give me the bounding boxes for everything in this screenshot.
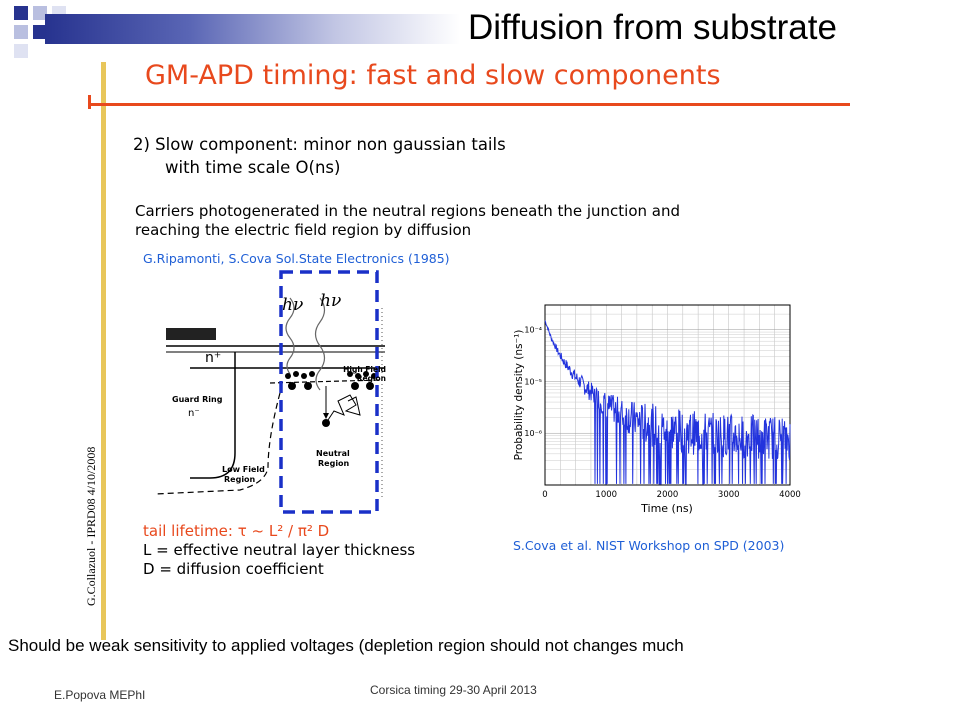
y-tick-label: 10⁻⁵ (524, 377, 542, 386)
decor-square (33, 25, 47, 39)
neutral-region-label: Region (318, 459, 350, 468)
description-line-1: Carriers photogenerated in the neutral r… (135, 202, 681, 220)
decay-series-line (544, 320, 791, 485)
x-tick-label: 3000 (718, 490, 740, 500)
point-line-2: with time scale O(ns) (165, 158, 341, 177)
footer-author: E.Popova MEPhI (54, 688, 146, 702)
decor-square (14, 6, 28, 20)
x-tick-label: 4000 (779, 490, 801, 500)
photon-label-2: hν (320, 291, 341, 311)
formula-line-2: L = effective neutral layer thickness (143, 541, 416, 559)
page-title: Diffusion from substrate (468, 8, 837, 47)
n-minus-label: n⁻ (188, 408, 200, 419)
plot-frame (544, 304, 791, 486)
device-cross-section-diagram: hν hν n⁺ High Field Region Guard Ring n⁻… (154, 270, 386, 514)
decor-square (33, 6, 47, 20)
formula-line-3: D = diffusion coefficient (143, 560, 324, 578)
inner-slide-title: GM-APD timing: fast and slow components (145, 60, 721, 91)
diffusion-path (325, 394, 361, 424)
guard-ring-label: Guard Ring (172, 395, 223, 404)
point-line-1: 2) Slow component: minor non gaussian ta… (133, 135, 506, 154)
corner-squares-decoration (0, 0, 80, 60)
chart-ticks: 0 1000 2000 3000 4000 10⁻⁴ 10⁻⁵ 10⁻⁶ (524, 326, 800, 500)
y-axis-label: Probability density (ns⁻¹) (513, 330, 525, 461)
decor-square (14, 44, 28, 58)
photon-wave (285, 297, 295, 375)
n-plus-label: n⁺ (205, 350, 221, 366)
side-caption: G.Collazuol - IPRD08 4/10/2008 (84, 446, 98, 606)
red-title-tick (88, 95, 91, 109)
metal-contact (166, 328, 216, 340)
reference-left: G.Ripamonti, S.Cova Sol.State Electronic… (143, 251, 450, 266)
photon-wave (314, 297, 326, 391)
gold-vertical-rule (101, 62, 106, 640)
decor-square (14, 25, 28, 39)
x-tick-label: 2000 (657, 490, 679, 500)
photon-label-1: hν (282, 295, 303, 315)
x-tick-label: 1000 (595, 490, 617, 500)
high-field-region-label: Region (357, 374, 386, 383)
title-gradient-bar (45, 14, 460, 44)
footer-event: Corsica timing 29-30 April 2013 (370, 683, 537, 697)
bottom-remark: Should be weak sensitivity to applied vo… (8, 636, 684, 655)
x-axis-label: Time (ns) (640, 502, 693, 515)
y-tick-label: 10⁻⁶ (524, 429, 542, 438)
neutral-label: Neutral (316, 449, 350, 458)
reference-right: S.Cova et al. NIST Workshop on SPD (2003… (513, 538, 785, 553)
low-field-label: Low Field (222, 465, 265, 474)
high-field-label: High Field (343, 365, 386, 374)
low-field-region-label: Region (224, 475, 256, 484)
x-tick-label: 0 (542, 490, 547, 500)
y-tick-label: 10⁻⁴ (524, 326, 542, 335)
formula-line-1: tail lifetime: τ ~ L² / π² D (143, 522, 330, 540)
description-line-2: reaching the electric field region by di… (135, 221, 472, 239)
red-title-underline (88, 103, 850, 106)
highlight-box (279, 270, 379, 514)
